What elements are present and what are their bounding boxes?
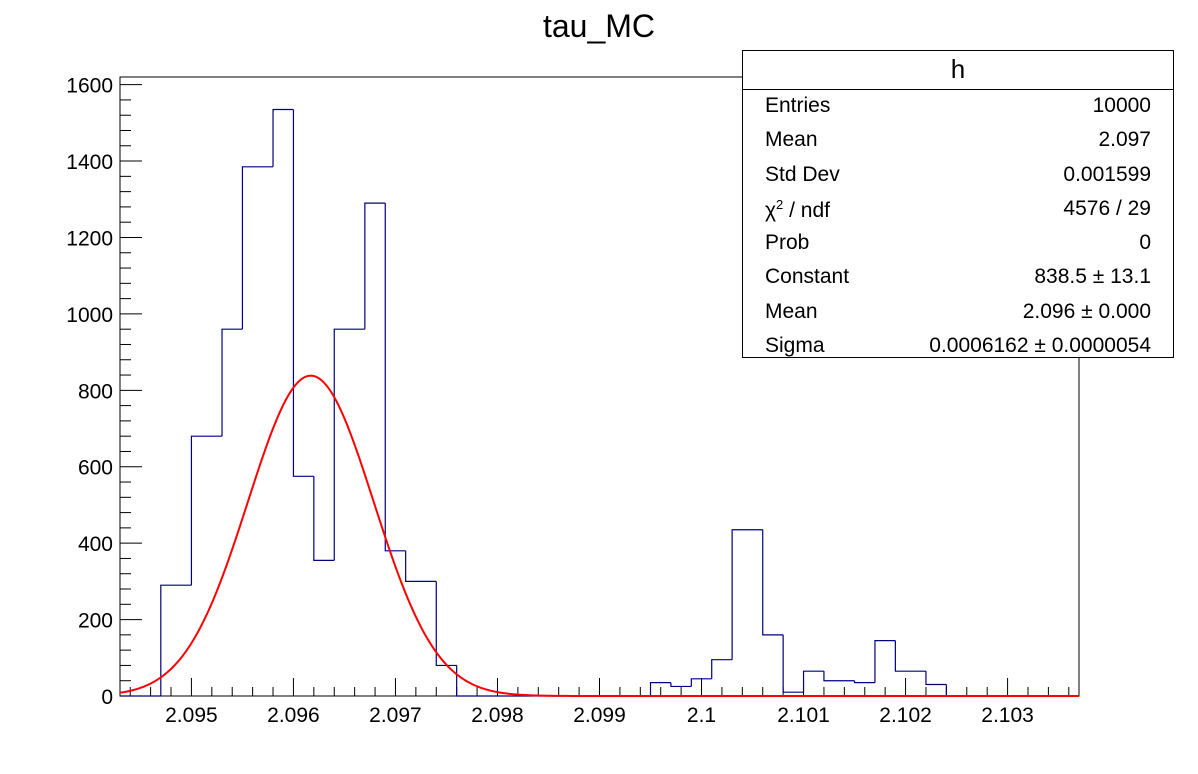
- y-tick-label: 1600: [66, 75, 113, 98]
- stats-row-stddev: Std Dev 0.001599: [743, 159, 1173, 193]
- y-tick-label: 200: [78, 610, 113, 633]
- histogram-bin: [802, 670, 824, 693]
- histogram-bin: [853, 680, 875, 684]
- stats-key: Std Dev: [765, 162, 840, 186]
- histogram-bin: [221, 328, 243, 437]
- x-tick-label: 2.101: [777, 704, 830, 727]
- stats-key: Sigma: [765, 334, 825, 358]
- histogram-bin: [241, 166, 274, 330]
- stats-key: Mean: [765, 299, 818, 323]
- chi-symbol: χ: [765, 198, 777, 222]
- histogram-bin: [272, 108, 294, 167]
- stats-key: Entries: [765, 94, 831, 117]
- stats-row-fit-mean: Mean 2.096 ± 0.000: [743, 296, 1173, 330]
- x-tick-label: 2.098: [471, 704, 524, 727]
- histogram-bin: [762, 529, 784, 636]
- histogram-bin: [456, 665, 651, 697]
- histogram-bin: [782, 634, 804, 693]
- stats-value: 4576 / 29: [1063, 196, 1151, 220]
- chi2-exponent: 2: [776, 196, 784, 212]
- y-tick-label: 1200: [66, 227, 113, 250]
- histogram-bin: [894, 640, 926, 672]
- histogram-bin: [160, 584, 192, 696]
- histogram-bin: [711, 659, 733, 679]
- stats-value: 0.0006162 ± 0.0000054: [929, 334, 1151, 358]
- histogram-bin: [731, 529, 763, 660]
- x-tick-label: 2.097: [369, 704, 422, 727]
- chi2-suffix: / ndf: [783, 198, 830, 222]
- histogram-bin: [874, 639, 896, 683]
- y-tick-label: 800: [78, 380, 113, 403]
- stats-value: 838.5 ± 13.1: [1034, 265, 1151, 289]
- histogram-bin: [405, 550, 437, 582]
- stats-row-mean: Mean 2.097: [743, 124, 1173, 158]
- stats-key: Constant: [765, 265, 850, 289]
- y-tick-label: 600: [78, 457, 113, 480]
- stats-row-prob: Prob 0: [743, 227, 1173, 261]
- y-tick-label: 1000: [66, 304, 113, 327]
- histogram-bin: [823, 671, 855, 682]
- histogram-bin: [670, 682, 692, 688]
- x-tick-label: 2.103: [981, 704, 1034, 727]
- histogram-bin: [292, 109, 314, 477]
- x-tick-label: 2.1: [687, 704, 716, 727]
- histogram-bin: [364, 202, 386, 330]
- stats-row-constant: Constant 838.5 ± 13.1: [743, 261, 1173, 295]
- stats-row-chi2: χ2 / ndf 4576 / 29: [743, 193, 1173, 227]
- histogram-bin: [190, 435, 223, 586]
- stats-value: 2.097: [1098, 128, 1151, 152]
- stats-title: h: [743, 51, 1173, 90]
- histogram-bin: [384, 203, 406, 552]
- y-tick-label: 1400: [66, 151, 113, 174]
- stats-key-chi2: χ2 / ndf: [765, 197, 830, 223]
- stats-key: Prob: [765, 231, 810, 255]
- chart-title: tau_MC: [542, 8, 656, 44]
- histogram-bin: [925, 671, 947, 686]
- histogram-bin: [649, 682, 671, 696]
- x-tick-label: 2.095: [165, 704, 218, 727]
- x-tick-label: 2.096: [267, 704, 320, 727]
- y-tick-label: 0: [101, 686, 113, 709]
- x-tick-label: 2.102: [879, 704, 932, 727]
- histogram-bin: [435, 581, 457, 667]
- histogram-bin: [313, 476, 335, 561]
- stats-value: 2.096 ± 0.000: [1022, 299, 1151, 323]
- stats-value: 10000: [1092, 94, 1151, 117]
- stats-box: h Entries 10000 Mean 2.097 Std Dev 0.001…: [742, 50, 1174, 358]
- stats-row-sigma: Sigma 0.0006162 ± 0.0000054: [743, 330, 1173, 364]
- stats-value: 0.001599: [1063, 162, 1151, 186]
- x-tick-label: 2.099: [573, 704, 626, 727]
- stats-value: 0: [1139, 231, 1151, 255]
- y-tick-label: 400: [78, 533, 113, 556]
- stats-key: Mean: [765, 128, 818, 152]
- gaussian-fit-curve: [119, 374, 1079, 697]
- histogram-bin: [690, 678, 712, 687]
- stats-row-entries: Entries 10000: [743, 90, 1173, 124]
- histogram-bin: [333, 328, 365, 561]
